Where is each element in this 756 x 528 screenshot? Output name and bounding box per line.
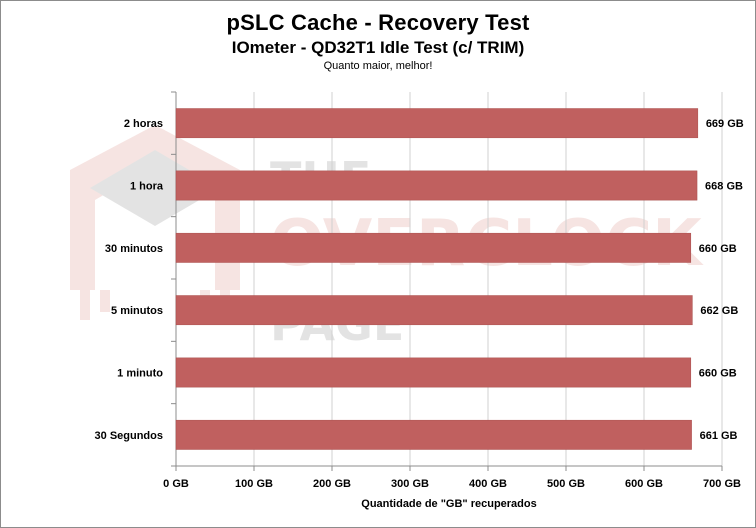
x-tick-label: 0 GB [163,478,189,490]
bar [175,232,692,263]
x-tick-label: 500 GB [547,478,585,490]
x-tick-label: 100 GB [235,478,273,490]
watermark-diamond-icon [90,150,220,226]
x-tick-label: 600 GB [625,478,663,490]
category-label: 30 Segundos [95,430,163,442]
x-tick-label: 200 GB [313,478,351,490]
category-labels: 2 horas 1 hora 30 minutos 5 minutos 1 minuto… [95,118,164,442]
category-label: 2 horas [124,118,163,130]
bar [175,419,692,450]
value-labels: 669 GB 668 GB 660 GB 662 GB 660 GB 661 GB [699,118,744,442]
x-tick-label: 700 GB [703,478,741,490]
value-label: 669 GB [706,118,744,130]
category-label: 5 minutos [111,305,163,317]
value-label: 661 GB [700,430,738,442]
category-label: 1 hora [130,181,164,193]
category-label: 1 minuto [117,368,163,380]
x-axis-label: Quantidade de "GB" recuperados [361,498,536,510]
value-label: 668 GB [705,181,743,193]
value-label: 660 GB [699,368,737,380]
bar [175,170,698,201]
bar [175,357,692,388]
chart-title: pSLC Cache - Recovery Test [226,10,530,35]
grid-lines [253,92,723,466]
axis-ticks [171,91,723,471]
bars [175,108,699,450]
value-label: 660 GB [699,243,737,255]
chart-note: Quanto maior, melhor! [323,60,433,72]
x-tick-label: 400 GB [469,478,507,490]
category-label: 30 minutos [105,243,163,255]
chart-subtitle: IOmeter - QD32T1 Idle Test (c/ TRIM) [231,38,525,57]
value-label: 662 GB [700,305,738,317]
bar [175,295,693,326]
bar [175,108,699,139]
x-tick-label: 300 GB [391,478,429,490]
x-tick-labels: 0 GB 100 GB 200 GB 300 GB 400 GB 500 GB 600 GB… [163,478,741,490]
